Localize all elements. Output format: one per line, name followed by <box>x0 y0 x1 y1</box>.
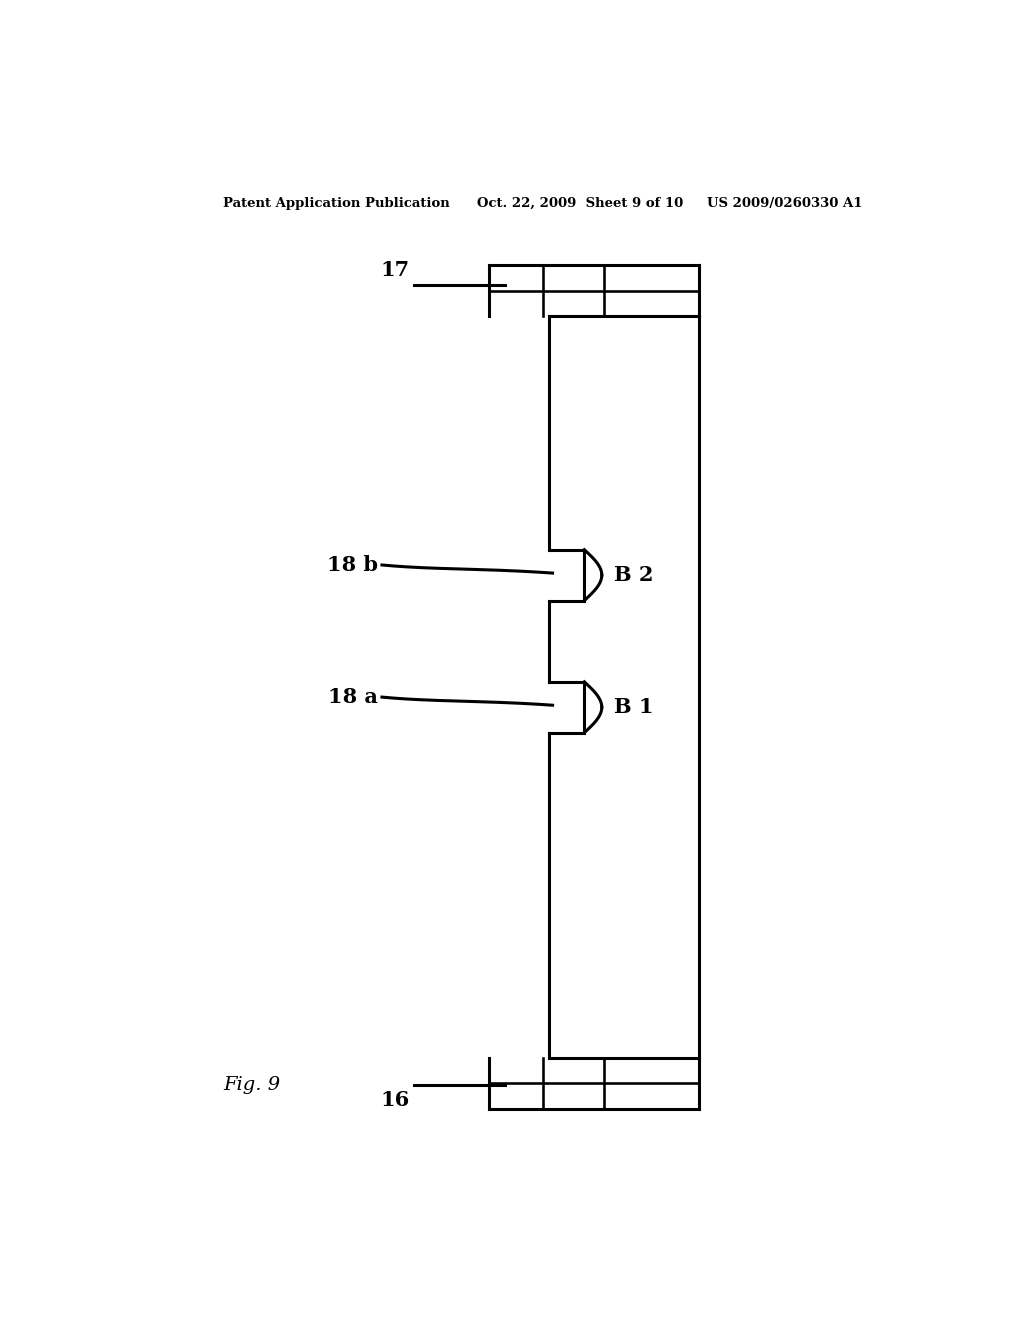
Text: 17: 17 <box>381 260 410 280</box>
Text: Patent Application Publication: Patent Application Publication <box>223 197 450 210</box>
Text: Fig. 9: Fig. 9 <box>223 1076 281 1094</box>
Text: 18 a: 18 a <box>328 688 378 708</box>
Text: B 1: B 1 <box>614 697 654 717</box>
Text: US 2009/0260330 A1: US 2009/0260330 A1 <box>708 197 863 210</box>
Text: 16: 16 <box>381 1090 410 1110</box>
Text: 18 b: 18 b <box>327 554 378 576</box>
Text: Oct. 22, 2009  Sheet 9 of 10: Oct. 22, 2009 Sheet 9 of 10 <box>477 197 683 210</box>
Text: B 2: B 2 <box>614 565 654 585</box>
